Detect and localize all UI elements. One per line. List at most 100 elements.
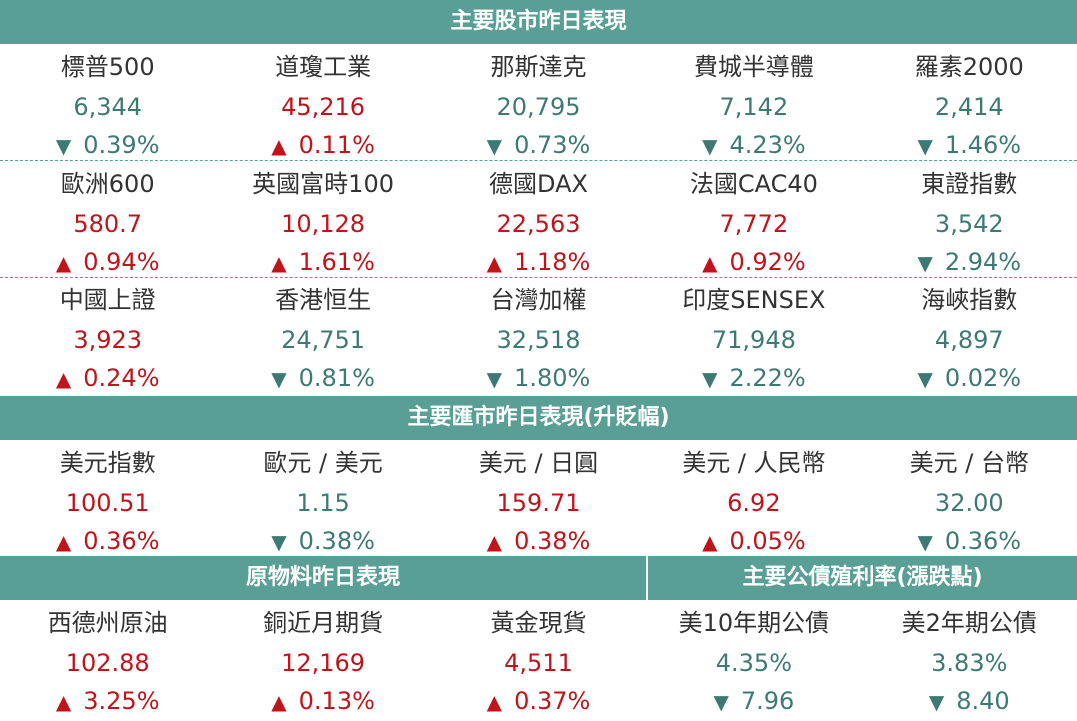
quote-value: 3.83%	[931, 649, 1008, 677]
quote-cell: 英國富時100 10,128 ▲ 1.61%	[215, 167, 430, 281]
quote-cell: 香港恒生 24,751 ▼ 0.81%	[215, 283, 430, 397]
quote-value: 45,216	[281, 93, 366, 121]
row-divider	[0, 160, 1077, 161]
up-arrow-icon: ▲	[702, 251, 718, 275]
quote-value: 12,169	[281, 649, 366, 677]
quote-name: 美2年期公債	[901, 609, 1037, 637]
change-value: 0.94%	[83, 248, 160, 276]
quote-name: 海峽指數	[921, 286, 1018, 314]
up-arrow-icon: ▲	[702, 530, 718, 554]
quote-name: 美元指數	[59, 449, 156, 477]
quote-name: 標普500	[60, 53, 155, 81]
up-arrow-icon: ▲	[271, 251, 287, 275]
bonds-title: 主要公債殖利率(漲跌點)	[742, 565, 983, 590]
quote-cell: 海峽指數 4,897 ▼ 0.02%	[862, 283, 1077, 397]
row-divider	[0, 277, 1077, 278]
quote-change: ▲ 0.11%	[215, 126, 430, 164]
quote-value: 7,142	[719, 93, 789, 121]
quote-value: 3,542	[934, 210, 1004, 238]
up-arrow-icon: ▲	[486, 251, 503, 275]
quote-value: 20,795	[496, 93, 581, 121]
quote-value: 32.00	[934, 489, 1004, 517]
quote-name: 美元 / 日圓	[478, 449, 599, 477]
quote-change: ▼ 7.96	[646, 682, 861, 720]
quote-change: ▲ 1.18%	[431, 243, 646, 281]
up-arrow-icon: ▲	[55, 251, 72, 275]
quote-value: 4,511	[504, 649, 573, 677]
quote-name: 歐元 / 美元	[263, 449, 383, 477]
up-arrow-icon: ▲	[55, 690, 72, 714]
quote-name: 美元 / 台幣	[909, 449, 1029, 477]
quote-cell: 中國上證 3,923 ▲ 0.24%	[0, 283, 215, 397]
change-value: 0.81%	[298, 364, 375, 392]
up-arrow-icon: ▲	[271, 134, 287, 158]
quote-value: 3,923	[73, 326, 143, 354]
quote-value: 102.88	[65, 649, 150, 677]
down-arrow-icon: ▼	[917, 367, 933, 391]
down-arrow-icon: ▼	[917, 530, 933, 554]
down-arrow-icon: ▼	[702, 367, 718, 391]
quote-name: 台灣加權	[490, 286, 587, 314]
bonds-header: 主要公債殖利率(漲跌點)	[648, 556, 1077, 600]
up-arrow-icon: ▲	[271, 690, 287, 714]
change-value: 3.25%	[83, 687, 160, 715]
quote-change: ▼ 2.94%	[862, 243, 1077, 281]
down-arrow-icon: ▼	[271, 530, 287, 554]
quote-cell: 道瓊工業 45,216 ▲ 0.11%	[215, 50, 430, 164]
quote-change: ▼ 0.02%	[862, 359, 1077, 397]
quote-name: 印度SENSEX	[682, 286, 826, 314]
quote-change: ▲ 0.92%	[646, 243, 861, 281]
quote-value: 4,897	[934, 326, 1004, 354]
change-value: 1.18%	[514, 248, 591, 276]
quote-cell: 黃金現貨 4,511 ▲ 0.37%	[431, 606, 646, 720]
down-arrow-icon: ▼	[702, 134, 718, 158]
change-value: 2.22%	[729, 364, 806, 392]
quote-name: 法國CAC40	[689, 170, 818, 198]
quote-cell: 台灣加權 32,518 ▼ 1.80%	[431, 283, 646, 397]
quote-name: 東證指數	[921, 170, 1018, 198]
quote-name: 黃金現貨	[490, 609, 587, 637]
quote-cell: 銅近月期貨 12,169 ▲ 0.13%	[215, 606, 430, 720]
quote-change: ▼ 8.40	[862, 682, 1077, 720]
quote-cell: 那斯達克 20,795 ▼ 0.73%	[431, 50, 646, 164]
quote-value: 32,518	[496, 326, 581, 354]
up-arrow-icon: ▲	[486, 530, 503, 554]
quote-name: 道瓊工業	[275, 53, 372, 81]
change-value: 1.61%	[298, 248, 375, 276]
quote-cell: 美元 / 台幣 32.00 ▼ 0.36%	[862, 446, 1077, 560]
quote-change: ▲ 0.94%	[0, 243, 215, 281]
quote-cell: 費城半導體 7,142 ▼ 4.23%	[646, 50, 861, 164]
change-value: 8.40	[956, 687, 1010, 715]
quote-cell: 美元指數 100.51 ▲ 0.36%	[0, 446, 215, 560]
quote-change: ▲ 3.25%	[0, 682, 215, 720]
quote-change: ▲ 0.13%	[215, 682, 430, 720]
quote-change: ▼ 1.80%	[431, 359, 646, 397]
stocks-header: 主要股市昨日表現	[0, 0, 1077, 44]
change-value: 0.37%	[514, 687, 591, 715]
down-arrow-icon: ▼	[271, 367, 287, 391]
down-arrow-icon: ▼	[486, 134, 503, 158]
quote-cell: 美2年期公債 3.83% ▼ 8.40	[862, 606, 1077, 720]
commodities-header: 原物料昨日表現	[0, 556, 646, 600]
quote-name: 羅素2000	[914, 53, 1024, 81]
down-arrow-icon: ▼	[917, 134, 933, 158]
quote-name: 銅近月期貨	[263, 609, 384, 637]
change-value: 0.38%	[514, 527, 591, 555]
quote-cell: 美10年期公債 4.35% ▼ 7.96	[646, 606, 861, 720]
quote-cell: 西德州原油 102.88 ▲ 3.25%	[0, 606, 215, 720]
quote-change: ▼ 4.23%	[646, 126, 861, 164]
quote-change: ▼ 0.38%	[215, 522, 430, 560]
change-value: 4.23%	[729, 131, 806, 159]
change-value: 0.38%	[298, 527, 375, 555]
quote-change: ▲ 0.36%	[0, 522, 215, 560]
quote-value: 10,128	[281, 210, 366, 238]
quote-value: 580.7	[73, 210, 143, 238]
quote-value: 6.92	[727, 489, 781, 517]
quote-value: 6,344	[73, 93, 143, 121]
quote-name: 中國上證	[59, 286, 156, 314]
fx-header: 主要匯市昨日表現(升貶幅)	[0, 396, 1077, 440]
change-value: 0.73%	[514, 131, 591, 159]
change-value: 2.94%	[944, 248, 1022, 276]
quote-change: ▼ 2.22%	[646, 359, 861, 397]
change-value: 0.05%	[729, 527, 806, 555]
